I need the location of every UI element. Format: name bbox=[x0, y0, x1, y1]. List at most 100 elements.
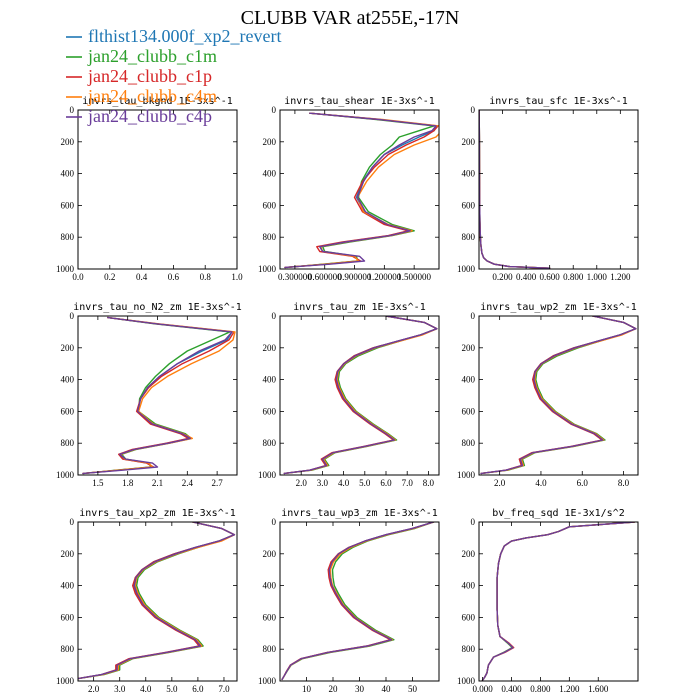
legend-label: flthist134.000f_xp2_revert bbox=[88, 26, 281, 46]
x-tick-label: 0.000 bbox=[472, 684, 493, 694]
x-tick-label: 0.400 bbox=[501, 684, 522, 694]
y-tick-label: 400 bbox=[462, 581, 476, 591]
y-tick-label: 1000 bbox=[258, 676, 277, 686]
legend-label: jan24_clubb_c1m bbox=[87, 46, 217, 66]
y-tick-label: 200 bbox=[263, 549, 277, 559]
x-tick-label: 2.0 bbox=[296, 478, 308, 488]
x-tick-label: 20 bbox=[329, 684, 339, 694]
x-tick-label: 2.1 bbox=[152, 478, 163, 488]
panel-title: invrs_tau_zm 1E-3xs^-1 bbox=[293, 302, 425, 313]
series-line-2 bbox=[480, 316, 637, 475]
y-tick-label: 800 bbox=[263, 232, 277, 242]
y-tick-label: 800 bbox=[462, 438, 476, 448]
y-tick-label: 0 bbox=[272, 517, 277, 527]
x-tick-label: 1.500000 bbox=[397, 272, 431, 282]
y-tick-label: 600 bbox=[61, 612, 75, 622]
y-tick-label: 0 bbox=[471, 517, 476, 527]
plot-frame bbox=[478, 315, 639, 476]
y-tick-label: 0 bbox=[471, 105, 476, 115]
x-tick-label: 0.800 bbox=[530, 684, 551, 694]
y-tick-label: 400 bbox=[462, 169, 476, 179]
y-tick-label: 600 bbox=[263, 406, 277, 416]
series-line-5 bbox=[281, 522, 435, 681]
panel-6: invrs_tau_wp2_zm 1E-3xs^-1 2.0 4.0 6.0 8.0 0 2… bbox=[457, 302, 639, 488]
series-group bbox=[481, 522, 636, 681]
legend-entry: jan24_clubb_c1p bbox=[66, 66, 212, 86]
series-line-3 bbox=[283, 316, 438, 475]
x-tick-label: 1.5 bbox=[92, 478, 104, 488]
plot-frame bbox=[77, 109, 238, 270]
x-tick-label: 0.8 bbox=[200, 272, 212, 282]
x-tick-label: 10 bbox=[302, 684, 312, 694]
y-tick-label: 200 bbox=[61, 343, 75, 353]
x-tick-label: 0.200 bbox=[492, 272, 513, 282]
series-line-4 bbox=[479, 110, 551, 269]
y-tick-label: 1000 bbox=[457, 676, 476, 686]
panel-title: invrs_tau_sfc 1E-3xs^-1 bbox=[489, 96, 627, 107]
y-tick-label: 400 bbox=[61, 581, 75, 591]
x-tick-label: 8.0 bbox=[618, 478, 630, 488]
y-tick-label: 600 bbox=[61, 200, 75, 210]
x-tick-label: 0.900000 bbox=[338, 272, 372, 282]
x-tick-label: 0.800 bbox=[563, 272, 584, 282]
legend-label: jan24_clubb_c4m bbox=[87, 86, 217, 106]
x-tick-label: 2.4 bbox=[182, 478, 194, 488]
x-tick-label: 1.200 bbox=[559, 684, 580, 694]
x-tick-label: 1.0 bbox=[231, 272, 243, 282]
y-tick-label: 200 bbox=[61, 137, 75, 147]
panel-7: invrs_tau_xp2_zm 1E-3xs^-1 2.0 3.0 4.0 5.0 6.… bbox=[56, 508, 238, 694]
plot-frame bbox=[77, 521, 238, 682]
series-line-5 bbox=[78, 522, 236, 680]
series-line-2 bbox=[479, 110, 551, 269]
legend-label: jan24_clubb_c1p bbox=[87, 66, 212, 86]
x-tick-label: 0.0 bbox=[72, 272, 84, 282]
y-tick-label: 800 bbox=[263, 644, 277, 654]
x-tick-label: 5.0 bbox=[166, 684, 178, 694]
panel-3: invrs_tau_sfc 1E-3xs^-1 0.200 0.400 0.600 0.… bbox=[457, 96, 639, 282]
x-tick-label: 3.0 bbox=[317, 478, 329, 488]
x-tick-label: 1.600 bbox=[588, 684, 609, 694]
x-tick-label: 2.0 bbox=[494, 478, 506, 488]
series-line-5 bbox=[283, 316, 438, 475]
panel-8: invrs_tau_wp3_zm 1E-3xs^-1 10 20 30 40 50 0 200… bbox=[258, 508, 440, 694]
x-tick-label: 6.0 bbox=[577, 478, 589, 488]
y-tick-label: 1000 bbox=[258, 470, 277, 480]
series-group bbox=[479, 110, 551, 269]
x-tick-label: 6.0 bbox=[380, 478, 392, 488]
plot-frame bbox=[279, 521, 440, 682]
panel-title: invrs_tau_xp2_zm 1E-3xs^-1 bbox=[79, 508, 236, 519]
y-tick-label: 1000 bbox=[56, 470, 75, 480]
panel-grid: invrs_tau_bkgnd 1E-3xs^-1 0.0 0.2 0.4 0.6 0.8… bbox=[56, 96, 639, 694]
series-line-5 bbox=[479, 110, 551, 269]
y-tick-label: 400 bbox=[61, 169, 75, 179]
series-line-4 bbox=[82, 316, 236, 475]
legend: flthist134.000f_xp2_revertjan24_clubb_c1… bbox=[66, 26, 281, 126]
series-line-4 bbox=[284, 112, 439, 269]
y-tick-label: 0 bbox=[471, 311, 476, 321]
x-tick-label: 7.0 bbox=[402, 478, 414, 488]
legend-entry: jan24_clubb_c4p bbox=[66, 106, 212, 126]
x-tick-label: 4.0 bbox=[535, 478, 547, 488]
legend-label: jan24_clubb_c4p bbox=[87, 106, 212, 126]
y-tick-label: 0 bbox=[272, 105, 277, 115]
y-tick-label: 800 bbox=[61, 438, 75, 448]
y-tick-label: 200 bbox=[462, 549, 476, 559]
plot-frame bbox=[279, 315, 440, 476]
panel-5: invrs_tau_zm 1E-3xs^-1 2.0 3.0 4.0 5.0 6.0 7.0… bbox=[258, 302, 440, 488]
series-line-5 bbox=[480, 316, 637, 475]
y-tick-label: 200 bbox=[462, 137, 476, 147]
series-line-2 bbox=[283, 316, 438, 475]
x-tick-label: 50 bbox=[408, 684, 418, 694]
x-tick-label: 30 bbox=[355, 684, 365, 694]
series-line-1 bbox=[479, 110, 551, 269]
panel-title: invrs_tau_wp3_zm 1E-3xs^-1 bbox=[281, 508, 438, 519]
y-tick-label: 800 bbox=[61, 644, 75, 654]
series-line-5 bbox=[284, 112, 437, 269]
plot-frame bbox=[279, 109, 440, 270]
y-tick-label: 600 bbox=[263, 612, 277, 622]
x-tick-label: 7.0 bbox=[218, 684, 230, 694]
x-tick-label: 6.0 bbox=[192, 684, 204, 694]
x-tick-label: 3.0 bbox=[114, 684, 126, 694]
y-tick-label: 400 bbox=[263, 375, 277, 385]
y-tick-label: 800 bbox=[462, 232, 476, 242]
